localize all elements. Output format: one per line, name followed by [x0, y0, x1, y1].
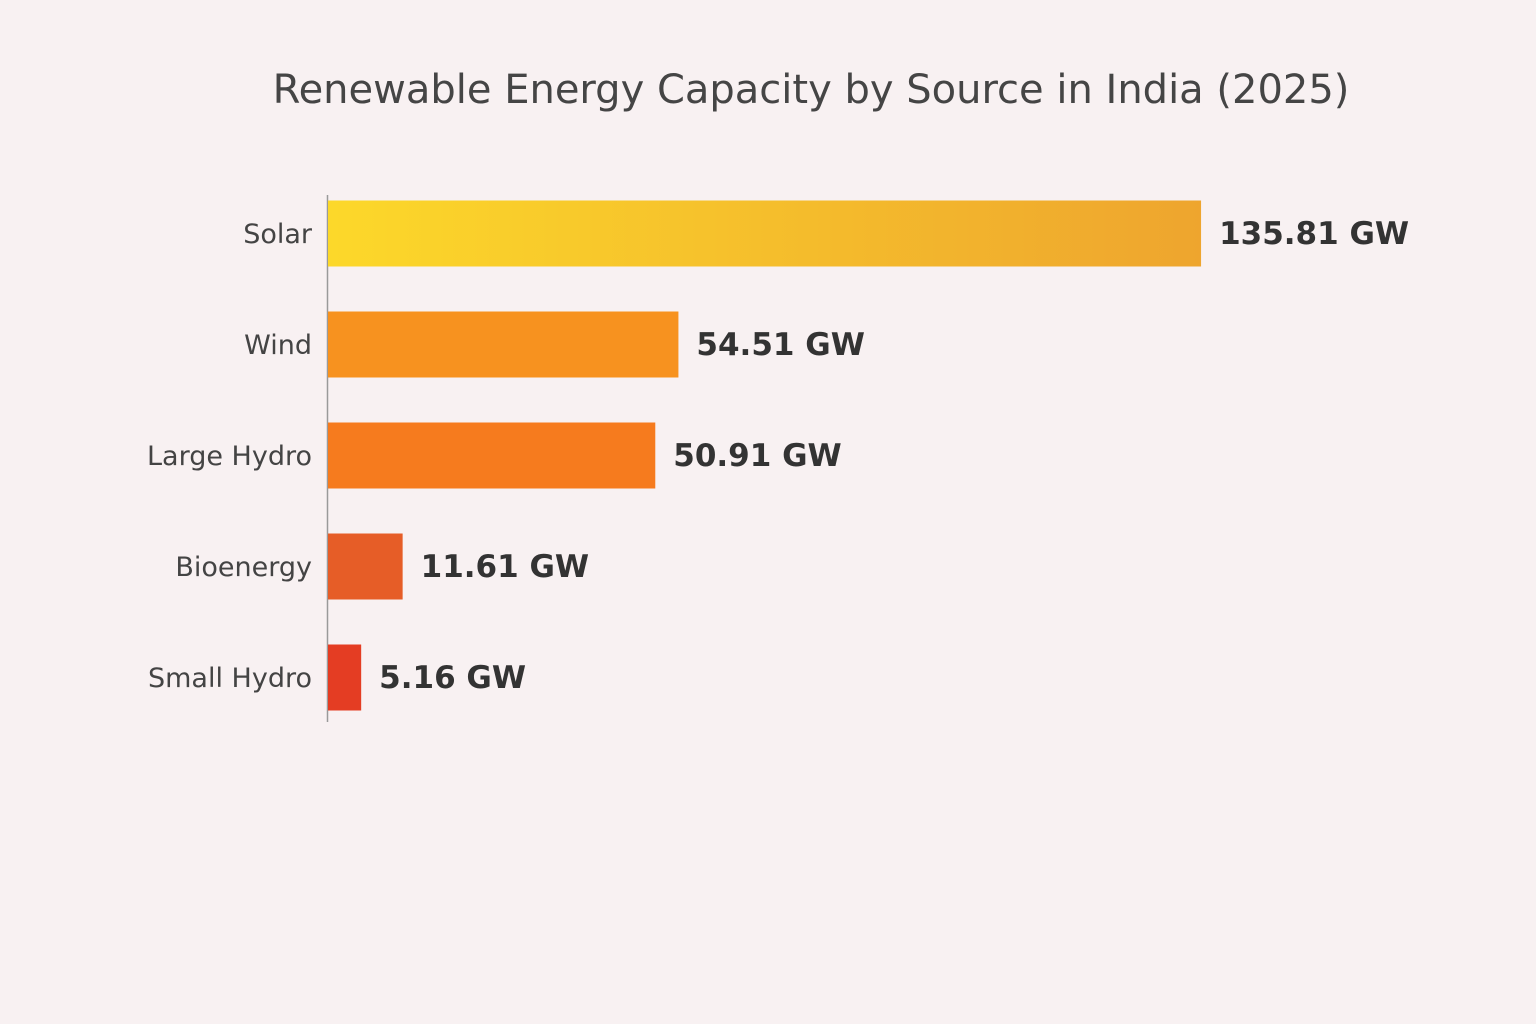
value-label: 5.16 GW	[379, 660, 526, 696]
category-label: Large Hydro	[147, 441, 312, 472]
bar	[328, 533, 403, 600]
value-label: 135.81 GW	[1219, 216, 1409, 252]
category-label: Bioenergy	[175, 552, 312, 583]
value-label: 11.61 GW	[421, 549, 590, 585]
bar	[328, 644, 362, 711]
category-label: Small Hydro	[148, 663, 312, 694]
category-label: Wind	[244, 330, 312, 361]
value-label: 54.51 GW	[696, 327, 865, 363]
bar	[328, 311, 679, 378]
value-label: 50.91 GW	[673, 438, 842, 474]
bar	[328, 422, 656, 489]
category-label: Solar	[243, 219, 313, 250]
chart-title: Renewable Energy Capacity by Source in I…	[273, 67, 1350, 113]
bar	[328, 200, 1202, 267]
